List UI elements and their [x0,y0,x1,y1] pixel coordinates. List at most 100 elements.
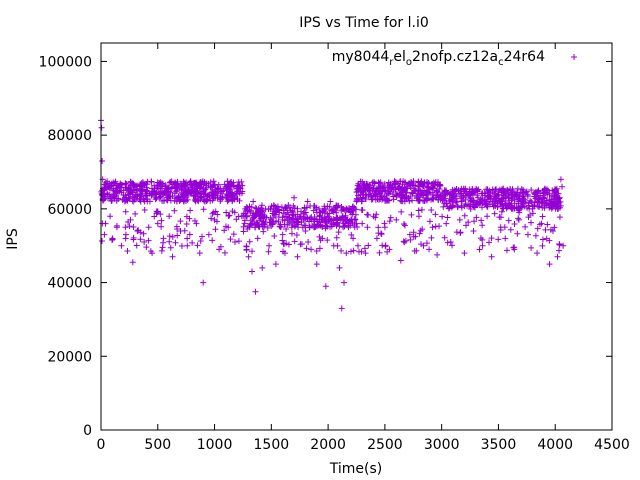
data-point [505,191,512,198]
data-point [333,234,340,241]
data-point [145,237,152,244]
data-point [102,179,109,186]
data-point [426,218,433,225]
data-point [319,223,326,230]
data-point [262,219,269,226]
data-point [514,230,521,237]
data-point [125,194,132,201]
data-point [365,191,372,198]
data-point [322,205,329,212]
data-point [311,216,318,223]
data-point [313,209,320,216]
data-point [192,193,199,200]
data-point [432,223,439,230]
data-point [122,224,129,231]
data-point [102,220,109,227]
data-point [410,190,417,197]
data-point [191,186,198,193]
data-point [200,185,207,192]
data-point [508,197,515,204]
data-point [176,186,183,193]
data-point [234,183,241,190]
data-point [451,192,458,199]
data-point [449,242,456,249]
data-point [178,243,185,250]
data-point [465,219,472,226]
data-point [515,195,522,202]
data-point [127,216,134,223]
data-point [323,220,330,227]
data-point [226,212,233,219]
data-point [502,197,509,204]
data-point [163,188,170,195]
data-point [347,208,354,215]
data-point [177,227,184,234]
data-point [246,238,253,245]
data-point [498,208,505,215]
data-point [485,189,492,196]
data-point [127,179,134,186]
data-point [220,187,227,194]
data-point [209,237,216,244]
data-point [532,232,539,239]
data-point [183,221,190,228]
data-point [514,189,521,196]
data-point [130,198,137,205]
data-point [406,231,413,238]
data-point [281,221,288,228]
data-point [353,189,360,196]
data-point [557,176,564,183]
data-point [245,253,252,260]
data-point [302,227,309,234]
data-point [287,207,294,214]
data-point [167,193,174,200]
data-point [400,221,407,228]
data-point [219,194,226,201]
data-point [441,234,448,241]
data-point [252,204,259,211]
data-point [179,194,186,201]
data-point [420,242,427,249]
data-point [153,210,160,217]
data-point [166,213,173,220]
data-point [104,183,111,190]
data-point [226,186,233,193]
data-point [330,206,337,213]
data-point [101,196,108,203]
data-point [338,305,345,312]
data-point [294,221,301,228]
data-point [534,250,541,257]
data-point [515,198,522,205]
data-point [429,224,436,231]
data-point [151,182,158,189]
data-point [536,204,543,211]
data-point [538,220,545,227]
data-point [413,247,420,254]
data-point [504,186,511,193]
data-point [294,253,301,260]
data-point [173,223,180,230]
data-point [313,248,320,255]
data-point [263,214,270,221]
data-point [216,246,223,253]
data-point [541,185,548,192]
y-tick-label: 0 [83,423,92,439]
data-point [387,214,394,221]
x-tick-label: 4500 [594,437,630,453]
data-point [143,187,150,194]
data-point [246,224,253,231]
data-point [266,242,273,249]
x-tick-label: 3000 [424,437,460,453]
data-point [144,187,151,194]
legend-marker-symbol [571,54,577,60]
data-point [354,242,361,249]
data-point [514,185,521,192]
x-tick-label: 2500 [367,437,403,453]
data-point [223,209,230,216]
data-point [293,232,300,239]
data-point [261,221,268,228]
x-tick-label: 0 [97,437,106,453]
data-point [416,230,423,237]
data-point [347,248,354,255]
data-point [157,183,164,190]
